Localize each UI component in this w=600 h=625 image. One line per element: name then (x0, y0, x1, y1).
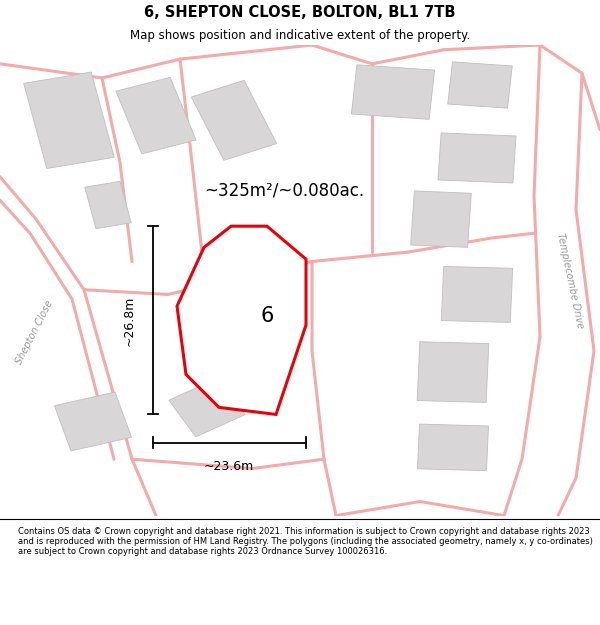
Text: Shepton Close: Shepton Close (14, 299, 55, 366)
Polygon shape (448, 62, 512, 108)
Text: 6, SHEPTON CLOSE, BOLTON, BL1 7TB: 6, SHEPTON CLOSE, BOLTON, BL1 7TB (144, 5, 456, 20)
Text: ~26.8m: ~26.8m (122, 295, 136, 346)
Text: ~325m²/~0.080ac.: ~325m²/~0.080ac. (204, 182, 364, 200)
Text: ~23.6m: ~23.6m (204, 460, 254, 472)
Polygon shape (218, 238, 286, 295)
Polygon shape (85, 181, 131, 229)
Polygon shape (169, 378, 245, 437)
Text: Map shows position and indicative extent of the property.: Map shows position and indicative extent… (130, 29, 470, 42)
Polygon shape (352, 65, 434, 119)
Polygon shape (116, 78, 196, 154)
Polygon shape (411, 191, 471, 248)
Polygon shape (418, 424, 488, 471)
Polygon shape (191, 80, 277, 160)
Polygon shape (417, 342, 489, 402)
Polygon shape (442, 266, 512, 322)
Text: Templecombe Drive: Templecombe Drive (555, 232, 585, 329)
Text: 6: 6 (260, 306, 274, 326)
Polygon shape (177, 226, 306, 414)
Polygon shape (438, 133, 516, 183)
Polygon shape (55, 392, 131, 451)
Text: Contains OS data © Crown copyright and database right 2021. This information is : Contains OS data © Crown copyright and d… (18, 526, 593, 556)
Polygon shape (24, 72, 114, 169)
